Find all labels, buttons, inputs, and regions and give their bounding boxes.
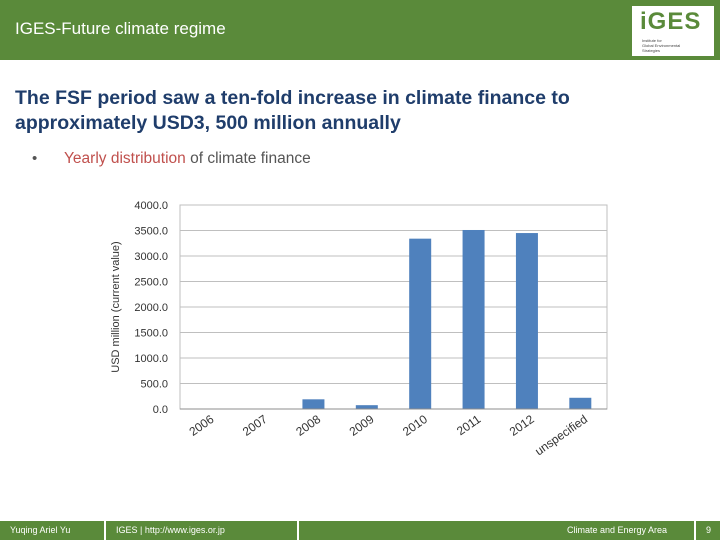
x-tick-label: 2012 — [507, 412, 537, 439]
bullet-highlight: Yearly distribution — [64, 150, 186, 167]
y-tick-label: 3000.0 — [134, 251, 168, 263]
header-title: IGES-Future climate regime — [15, 19, 226, 38]
y-tick-label: 1500.0 — [134, 328, 168, 340]
y-tick-label: 500.0 — [140, 379, 168, 391]
y-tick-label: 1000.0 — [134, 353, 168, 365]
bar-chart: 0.0 500.0 1000.0 1500.0 2000.0 2500.0 3000.0 35… — [110, 200, 608, 458]
x-tick-label: unspecified — [532, 412, 590, 458]
logo-text: iGES — [640, 8, 702, 35]
bar — [515, 233, 538, 409]
x-tick-label: 2010 — [400, 412, 430, 439]
bullet-text: Yearly distribution of climate finance — [64, 150, 311, 168]
x-tick-label: 2011 — [454, 412, 483, 438]
footer-page-number: 9 — [706, 525, 712, 535]
y-tick-label: 0.0 — [153, 404, 168, 416]
header-bar: IGES-Future climate regime iGES Institut… — [0, 0, 720, 60]
footer-org: IGES | http://www.iges.or.jp — [116, 525, 225, 535]
x-tick-label: 2008 — [293, 412, 323, 439]
logo-subtitle: Institute for Global Environmental Strat… — [642, 38, 712, 53]
footer-bar: Yuqing Ariel Yu IGES | http://www.iges.o… — [0, 521, 720, 540]
footer-area: Climate and Energy Area — [567, 525, 668, 535]
slide-title: The FSF period saw a ten-fold increase i… — [15, 87, 570, 134]
y-tick-label: 3500.0 — [134, 226, 168, 238]
bullet-rest: of climate finance — [185, 150, 311, 167]
bullet-marker: • — [32, 150, 38, 167]
footer-divider — [297, 521, 299, 540]
bar — [409, 238, 432, 409]
y-tick-label: 2500.0 — [134, 277, 168, 289]
y-tick-label: 4000.0 — [134, 200, 168, 212]
bar — [302, 399, 325, 409]
logo-sub-line-2: Global Environmental — [642, 43, 681, 48]
logo-sub-line-1: Institute for — [642, 38, 662, 43]
footer-author: Yuqing Ariel Yu — [10, 525, 71, 535]
bar — [355, 405, 378, 409]
footer-divider — [104, 521, 106, 540]
y-axis-label: USD million (current value) — [110, 241, 122, 372]
x-tick-label: 2006 — [187, 412, 217, 439]
footer-divider — [694, 521, 696, 540]
y-tick-label: 2000.0 — [134, 302, 168, 314]
x-tick-label: 2009 — [347, 412, 377, 439]
bar — [462, 229, 485, 409]
logo-sub-line-3: Strategies — [642, 48, 661, 53]
iges-logo: iGES Institute for Global Environmental … — [632, 6, 714, 56]
x-tick-label: 2007 — [240, 412, 270, 439]
bar — [569, 397, 592, 409]
